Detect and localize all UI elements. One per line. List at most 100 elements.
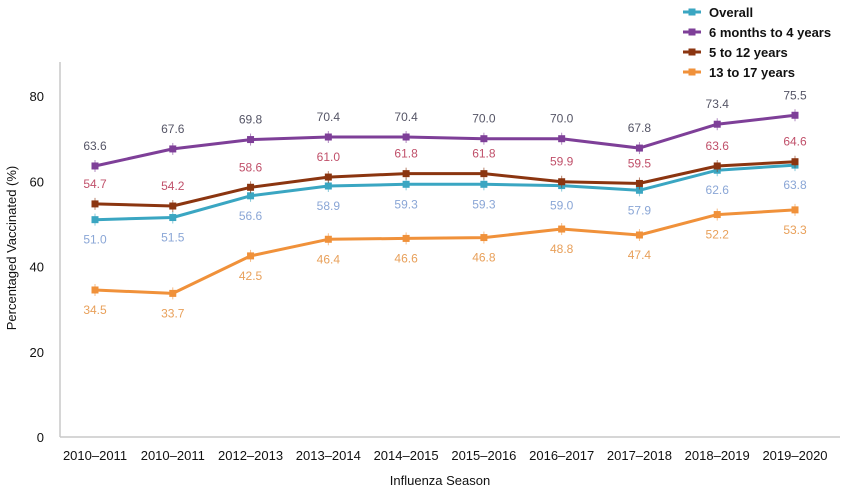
data-label: 69.8 (239, 113, 263, 127)
data-label: 51.0 (83, 233, 107, 247)
data-point (635, 231, 643, 239)
series-line (94, 160, 796, 208)
data-label: 61.8 (394, 147, 418, 161)
data-point (480, 170, 488, 178)
data-point (713, 162, 721, 170)
data-point (635, 144, 643, 152)
series-line (94, 208, 796, 295)
data-point (402, 133, 410, 141)
data-label: 34.5 (83, 303, 107, 317)
series-2 (91, 109, 799, 172)
data-label: 52.2 (706, 228, 730, 242)
series-3 (91, 155, 799, 213)
data-point (91, 286, 99, 294)
legend-marker (688, 48, 696, 56)
legend-item: 13 to 17 years (683, 65, 795, 80)
legend-item: 5 to 12 years (683, 45, 788, 60)
legend-label: Overall (709, 5, 753, 20)
series-line (94, 163, 796, 222)
y-tick-label: 0 (37, 430, 44, 445)
data-point (324, 235, 332, 243)
y-tick-label: 40 (30, 260, 44, 275)
y-tick-label: 80 (30, 89, 44, 104)
data-point (247, 136, 255, 144)
legend-marker (688, 8, 696, 16)
x-tick-label: 2013–2014 (296, 448, 361, 463)
series-4 (91, 203, 799, 300)
data-point (480, 135, 488, 143)
data-label: 67.8 (628, 121, 652, 135)
data-label: 46.8 (472, 251, 496, 265)
data-point (169, 145, 177, 153)
data-label: 59.3 (394, 197, 418, 211)
data-label: 58.6 (239, 160, 263, 174)
x-tick-label: 2018–2019 (685, 448, 750, 463)
data-label: 61.8 (472, 147, 496, 161)
data-label: 63.8 (783, 178, 807, 192)
data-point (91, 216, 99, 224)
data-label: 63.6 (83, 139, 107, 153)
legend-label: 13 to 17 years (709, 65, 795, 80)
x-tick-label: 2016–2017 (529, 448, 594, 463)
data-label: 63.6 (706, 139, 730, 153)
data-point (402, 234, 410, 242)
x-tick-label: 2012–2013 (218, 448, 283, 463)
data-point (558, 225, 566, 233)
data-point (713, 211, 721, 219)
data-label: 48.8 (550, 242, 574, 256)
legend: Overall 6 months to 4 years 5 to 12 years 1… (683, 5, 831, 80)
data-point (169, 202, 177, 210)
x-tick-label: 2014–2015 (374, 448, 439, 463)
data-label: 61.0 (317, 150, 341, 164)
data-label: 53.3 (783, 223, 807, 237)
data-label: 73.4 (706, 97, 730, 111)
data-label: 51.5 (161, 231, 185, 245)
legend-item: 6 months to 4 years (683, 25, 831, 40)
data-point (713, 120, 721, 128)
x-tick-label: 2010–2011 (141, 448, 205, 463)
x-tick-label: 2017–2018 (607, 448, 672, 463)
data-label: 58.9 (317, 199, 341, 213)
data-label: 70.0 (472, 112, 496, 126)
data-label: 70.0 (550, 112, 574, 126)
data-point (247, 252, 255, 260)
x-tick-label: 2010–2011 (63, 448, 127, 463)
data-label: 59.9 (550, 155, 574, 169)
data-label: 33.7 (161, 306, 185, 320)
data-point (791, 111, 799, 119)
data-label: 57.9 (628, 203, 652, 217)
y-tick-label: 60 (30, 174, 44, 189)
data-label: 46.6 (394, 251, 418, 265)
data-point (402, 170, 410, 178)
legend-label: 6 months to 4 years (709, 25, 831, 40)
data-point (91, 200, 99, 208)
data-label: 62.6 (706, 183, 730, 197)
data-point (91, 162, 99, 170)
data-point (558, 135, 566, 143)
data-point (169, 289, 177, 297)
data-label: 56.6 (239, 209, 263, 223)
data-point (791, 158, 799, 166)
x-tick-label: 2019–2020 (762, 448, 827, 463)
data-point (324, 133, 332, 141)
data-point (247, 183, 255, 191)
data-label: 47.4 (628, 248, 652, 262)
legend-marker (688, 28, 696, 36)
data-label: 59.5 (628, 156, 652, 170)
series-line (94, 113, 796, 168)
data-point (402, 180, 410, 188)
series-1 (91, 159, 799, 226)
data-label: 54.7 (83, 177, 107, 191)
data-label: 54.2 (161, 179, 185, 193)
data-label: 64.6 (783, 135, 807, 149)
legend-item: Overall (683, 5, 753, 20)
data-point (324, 173, 332, 181)
data-label: 59.0 (550, 199, 574, 213)
x-axis-title: Influenza Season (390, 473, 490, 488)
data-point (169, 214, 177, 222)
data-point (558, 178, 566, 186)
data-point (791, 206, 799, 214)
legend-marker (688, 68, 696, 76)
data-label: 75.5 (783, 88, 807, 102)
